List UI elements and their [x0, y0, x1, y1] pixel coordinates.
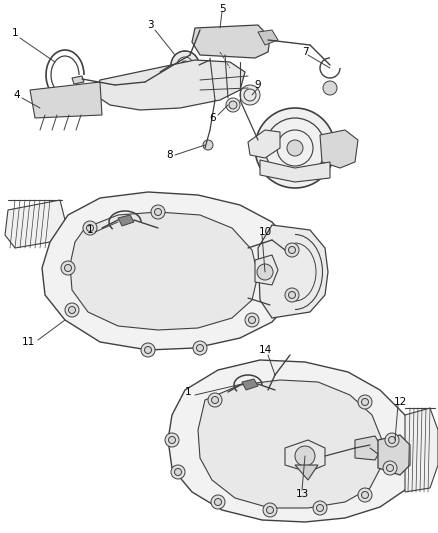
Circle shape [323, 81, 337, 95]
Circle shape [226, 98, 240, 112]
Text: 11: 11 [21, 337, 35, 347]
Polygon shape [42, 192, 298, 350]
Polygon shape [255, 255, 278, 285]
Circle shape [289, 246, 296, 254]
Text: 1: 1 [185, 387, 191, 397]
Circle shape [287, 140, 303, 156]
Polygon shape [258, 225, 328, 318]
Circle shape [65, 303, 79, 317]
Circle shape [263, 503, 277, 517]
Circle shape [255, 108, 335, 188]
Circle shape [61, 261, 75, 275]
Text: 5: 5 [219, 4, 225, 14]
Polygon shape [405, 408, 438, 492]
Text: 4: 4 [14, 90, 20, 100]
Circle shape [386, 464, 393, 472]
Circle shape [285, 288, 299, 302]
Circle shape [181, 61, 189, 69]
Circle shape [240, 85, 260, 105]
Circle shape [358, 488, 372, 502]
Circle shape [317, 505, 324, 512]
Text: 14: 14 [258, 345, 272, 355]
Polygon shape [248, 130, 280, 158]
Circle shape [295, 446, 315, 466]
Circle shape [385, 433, 399, 447]
Circle shape [83, 221, 97, 235]
Polygon shape [355, 436, 382, 460]
Circle shape [289, 292, 296, 298]
Polygon shape [30, 82, 102, 118]
Polygon shape [285, 440, 325, 472]
Polygon shape [192, 25, 270, 58]
Circle shape [171, 51, 199, 79]
Polygon shape [242, 379, 258, 390]
Circle shape [313, 501, 327, 515]
Polygon shape [295, 465, 318, 480]
Circle shape [212, 397, 219, 403]
Polygon shape [72, 76, 84, 84]
Text: 9: 9 [254, 80, 261, 90]
Circle shape [285, 243, 299, 257]
Text: 1: 1 [12, 28, 18, 38]
Circle shape [248, 317, 255, 324]
Text: 3: 3 [147, 20, 153, 30]
Circle shape [155, 208, 162, 215]
Text: 6: 6 [210, 113, 216, 123]
Text: 1: 1 [87, 225, 93, 235]
Circle shape [86, 224, 93, 231]
Circle shape [361, 491, 368, 498]
Polygon shape [118, 215, 134, 226]
Circle shape [211, 495, 225, 509]
Circle shape [358, 395, 372, 409]
Circle shape [208, 393, 222, 407]
Circle shape [361, 399, 368, 406]
Circle shape [383, 461, 397, 475]
Circle shape [64, 264, 71, 271]
Circle shape [68, 306, 75, 313]
Polygon shape [260, 160, 330, 182]
Text: 10: 10 [258, 227, 272, 237]
Circle shape [257, 264, 273, 280]
Circle shape [229, 101, 237, 109]
Circle shape [145, 346, 152, 353]
Text: 13: 13 [295, 489, 309, 499]
Circle shape [197, 344, 204, 351]
Circle shape [245, 313, 259, 327]
Circle shape [174, 469, 181, 475]
Circle shape [203, 140, 213, 150]
Polygon shape [70, 212, 258, 330]
Circle shape [215, 498, 222, 505]
Text: 8: 8 [167, 150, 173, 160]
Circle shape [169, 437, 176, 443]
Polygon shape [320, 130, 358, 168]
Polygon shape [258, 30, 278, 45]
Circle shape [389, 437, 396, 443]
Polygon shape [378, 435, 410, 475]
Polygon shape [95, 60, 245, 110]
Circle shape [193, 341, 207, 355]
Text: 7: 7 [302, 47, 308, 57]
Circle shape [171, 465, 185, 479]
Circle shape [151, 205, 165, 219]
Circle shape [141, 343, 155, 357]
Polygon shape [198, 380, 382, 508]
Text: 12: 12 [393, 397, 406, 407]
Circle shape [266, 506, 273, 513]
Circle shape [165, 433, 179, 447]
Polygon shape [168, 360, 418, 522]
Polygon shape [5, 200, 65, 248]
